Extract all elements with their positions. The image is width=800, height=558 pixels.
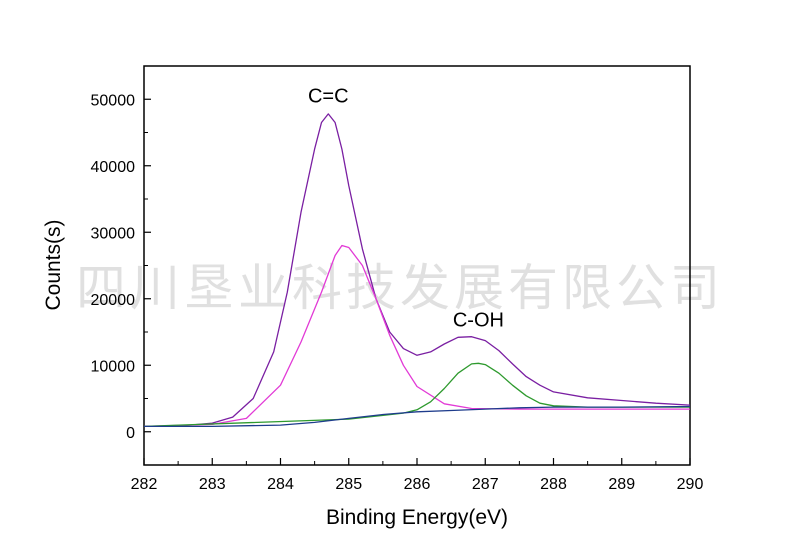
x-tick-label: 282 (131, 476, 158, 493)
y-tick-label: 30000 (91, 225, 136, 242)
watermark-text: 四川垦业科技发展有限公司 (76, 259, 724, 317)
series-line-4 (144, 405, 691, 428)
x-tick-label: 289 (608, 476, 635, 493)
y-tick-label: 20000 (91, 292, 136, 309)
y-tick-label: 50000 (91, 92, 136, 109)
x-tick-label: 285 (335, 476, 362, 493)
series-line-2 (143, 244, 690, 428)
series-layer (143, 113, 691, 428)
x-tick-label: 288 (540, 476, 567, 493)
annotations: C=C C-OH (308, 86, 504, 332)
peak-annotation: C-OH (453, 310, 504, 332)
y-tick-label: 0 (126, 425, 135, 442)
y-tick-label: 40000 (91, 159, 136, 176)
x-tick-label: 283 (199, 476, 226, 493)
x-axis-title: Binding Energy(eV) (326, 506, 508, 529)
series-line-3 (143, 362, 690, 428)
axis-ticks: 282 283 284 285 286 287 288 289 290 0 10000 20000 30… (91, 65, 704, 493)
peak-annotation: C=C (308, 86, 349, 108)
x-tick-label: 284 (267, 476, 294, 493)
series-line-1 (143, 113, 691, 428)
y-axis-title: Counts(s) (42, 219, 65, 310)
x-tick-label: 286 (404, 476, 431, 493)
x-tick-label: 290 (677, 476, 704, 493)
x-tick-label: 287 (472, 476, 499, 493)
y-tick-label: 10000 (91, 358, 136, 375)
